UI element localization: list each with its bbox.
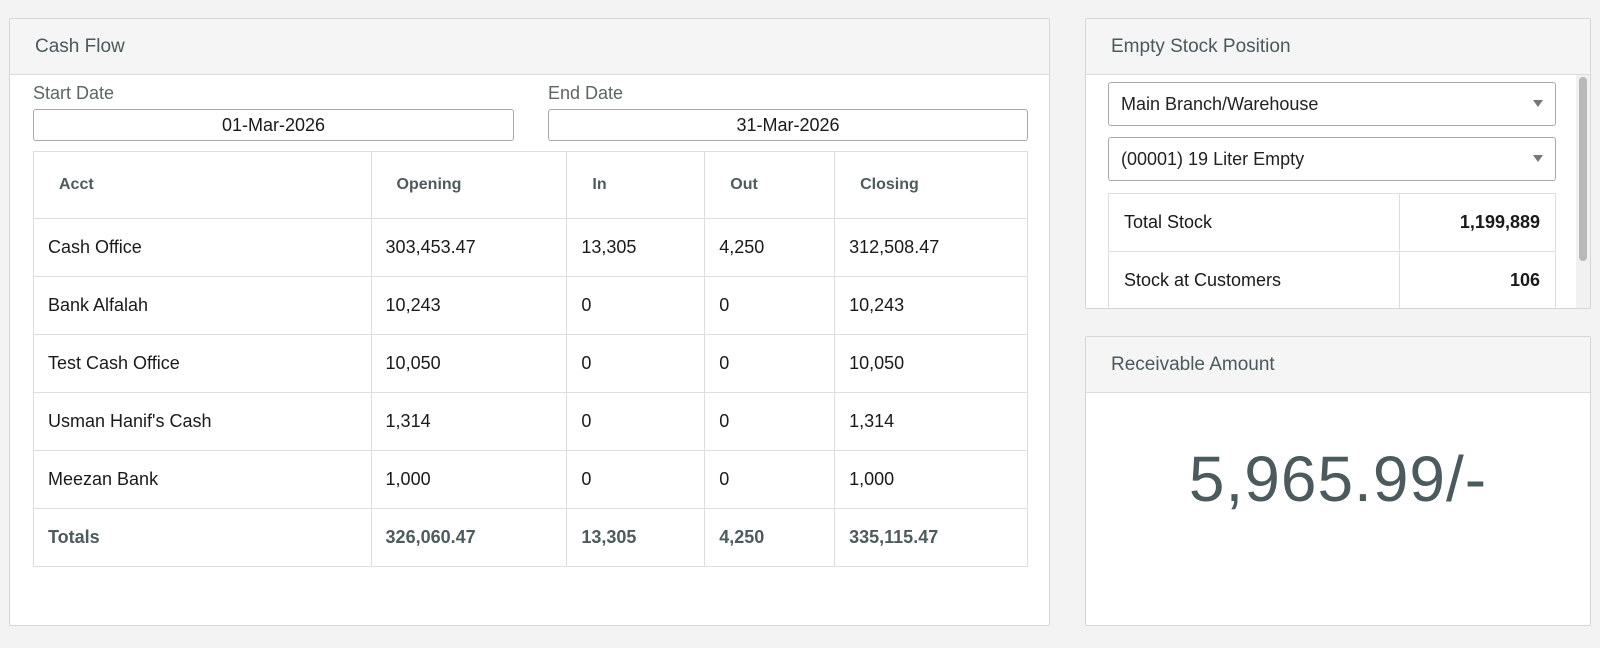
start-date-input[interactable]	[33, 109, 514, 141]
stock-value: 1,199,889	[1399, 193, 1556, 252]
cell-closing: 1,000	[834, 450, 1028, 509]
cell-closing: 312,508.47	[834, 218, 1028, 277]
chevron-down-icon	[1533, 155, 1543, 162]
cell-opening: 10,243	[370, 276, 568, 335]
table-row: Usman Hanif's Cash 1,314 0 0 1,314	[33, 392, 1028, 451]
table-row: Meezan Bank 1,000 0 0 1,000	[33, 450, 1028, 509]
cell-acct: Cash Office	[33, 218, 372, 277]
stock-label: Total Stock	[1108, 193, 1400, 252]
totals-row: Totals 326,060.47 13,305 4,250 335,115.4…	[33, 508, 1028, 567]
warehouse-select-value: Main Branch/Warehouse	[1121, 93, 1319, 114]
stock-label: Stock at Customers	[1108, 251, 1400, 308]
cell-closing: 10,050	[834, 334, 1028, 393]
cell-out: 0	[704, 334, 836, 393]
column-header-in[interactable]: In	[566, 151, 706, 219]
cell-acct: Meezan Bank	[33, 450, 372, 509]
cell-acct: Bank Alfalah	[33, 276, 372, 335]
scrollbar-thumb[interactable]	[1579, 77, 1587, 261]
stock-value: 106	[1399, 251, 1556, 308]
chevron-down-icon	[1533, 100, 1543, 107]
cell-closing: 1,314	[834, 392, 1028, 451]
totals-opening: 326,060.47	[370, 508, 568, 567]
cell-in: 0	[566, 334, 706, 393]
cell-out: 0	[704, 276, 836, 335]
table-header-row: Acct Opening In Out Closing	[33, 151, 1028, 219]
cell-acct: Test Cash Office	[33, 334, 372, 393]
warehouse-select[interactable]: Main Branch/Warehouse	[1108, 82, 1556, 126]
cell-in: 0	[566, 450, 706, 509]
table-row: Stock at Customers 106	[1108, 251, 1556, 308]
cell-opening: 10,050	[370, 334, 568, 393]
table-row: Bank Alfalah 10,243 0 0 10,243	[33, 276, 1028, 335]
cell-in: 0	[566, 276, 706, 335]
column-header-acct[interactable]: Acct	[33, 151, 372, 219]
totals-label: Totals	[33, 508, 372, 567]
end-date-label: End Date	[548, 83, 624, 103]
empty-stock-title: Empty Stock Position	[1086, 19, 1590, 75]
cell-out: 4,250	[704, 218, 836, 277]
cell-opening: 1,314	[370, 392, 568, 451]
totals-closing: 335,115.47	[834, 508, 1028, 567]
table-row: Total Stock 1,199,889	[1108, 193, 1556, 252]
table-row: Test Cash Office 10,050 0 0 10,050	[33, 334, 1028, 393]
cash-flow-panel: Cash Flow Start Date End Date Acct Openi…	[9, 18, 1050, 626]
cell-opening: 1,000	[370, 450, 568, 509]
cell-acct: Usman Hanif's Cash	[33, 392, 372, 451]
end-date-input[interactable]	[548, 109, 1028, 141]
empty-stock-panel: Empty Stock Position Main Branch/Warehou…	[1085, 18, 1591, 309]
totals-in: 13,305	[566, 508, 706, 567]
column-header-closing[interactable]: Closing	[834, 151, 1028, 219]
stock-table: Total Stock 1,199,889 Stock at Customers…	[1108, 193, 1556, 308]
start-date-label: Start Date	[33, 83, 115, 103]
cell-closing: 10,243	[834, 276, 1028, 335]
receivable-title: Receivable Amount	[1086, 337, 1590, 393]
cell-in: 0	[566, 392, 706, 451]
column-header-opening[interactable]: Opening	[370, 151, 568, 219]
cash-flow-title: Cash Flow	[10, 19, 1049, 75]
receivable-panel: Receivable Amount 5,965.99/-	[1085, 336, 1591, 626]
scrollbar[interactable]	[1576, 75, 1590, 308]
cell-out: 0	[704, 392, 836, 451]
cash-flow-table: Acct Opening In Out Closing Cash Office …	[33, 151, 1028, 567]
cell-out: 0	[704, 450, 836, 509]
totals-out: 4,250	[704, 508, 836, 567]
cell-in: 13,305	[566, 218, 706, 277]
cell-opening: 303,453.47	[370, 218, 568, 277]
column-header-out[interactable]: Out	[704, 151, 836, 219]
item-select-value: (00001) 19 Liter Empty	[1121, 148, 1305, 169]
receivable-amount: 5,965.99/-	[1188, 443, 1488, 515]
table-row: Cash Office 303,453.47 13,305 4,250 312,…	[33, 218, 1028, 277]
item-select[interactable]: (00001) 19 Liter Empty	[1108, 137, 1556, 181]
